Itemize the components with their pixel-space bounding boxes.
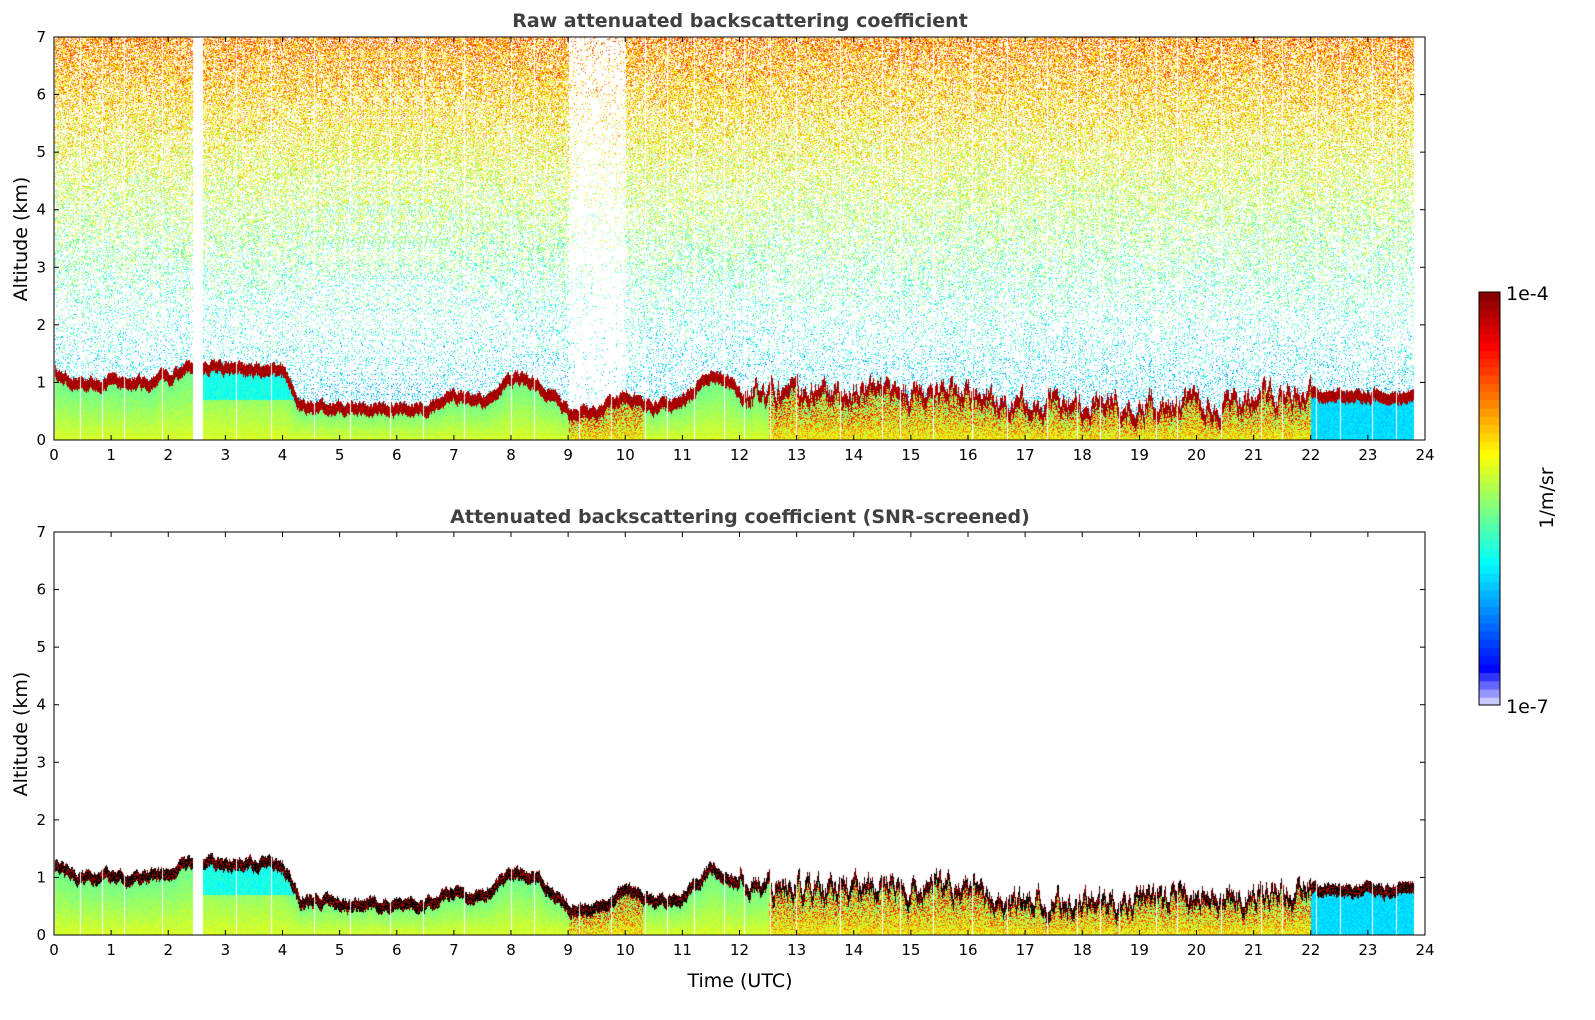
- y-tick-label: 2: [36, 811, 46, 829]
- x-axis-label: Time (UTC): [686, 970, 792, 992]
- y-tick-label: 0: [36, 926, 46, 944]
- x-tick-label: 22: [1301, 446, 1320, 464]
- x-tick-label: 10: [616, 446, 635, 464]
- x-tick-label: 9: [563, 446, 573, 464]
- x-tick-label: 19: [1130, 941, 1149, 959]
- x-tick-label: 24: [1415, 446, 1434, 464]
- x-tick-label: 0: [49, 446, 59, 464]
- y-tick-label: 1: [36, 373, 46, 391]
- x-tick-label: 20: [1187, 446, 1206, 464]
- colorbar-frame: [1478, 291, 1501, 706]
- x-tick-label: 12: [730, 446, 749, 464]
- x-tick-label: 21: [1244, 446, 1263, 464]
- y-tick-label: 4: [36, 201, 46, 219]
- colorbar-unit-label: 1/m/sr: [1536, 467, 1558, 528]
- x-tick-label: 8: [506, 446, 516, 464]
- x-tick-label: 14: [844, 446, 863, 464]
- x-tick-label: 9: [563, 941, 573, 959]
- y-tick-label: 6: [36, 581, 46, 599]
- y-tick-label: 6: [36, 86, 46, 104]
- x-tick-label: 1: [106, 941, 116, 959]
- colorbar: [1479, 292, 1500, 705]
- x-tick-label: 7: [449, 446, 459, 464]
- bottom-y-axis-label: Altitude (km): [10, 672, 32, 797]
- y-tick-label: 5: [36, 143, 46, 161]
- bottom-chart-title: Attenuated backscattering coefficient (S…: [450, 506, 1030, 528]
- x-tick-label: 13: [787, 446, 806, 464]
- x-tick-label: 5: [335, 941, 345, 959]
- x-tick-label: 6: [392, 941, 402, 959]
- top-chart-title: Raw attenuated backscattering coefficien…: [512, 10, 968, 32]
- x-tick-label: 18: [1073, 941, 1092, 959]
- x-tick-label: 4: [278, 446, 288, 464]
- x-tick-label: 19: [1130, 446, 1149, 464]
- x-tick-label: 20: [1187, 941, 1206, 959]
- x-tick-label: 21: [1244, 941, 1263, 959]
- plot-frame: [53, 531, 1426, 936]
- y-tick-label: 4: [36, 696, 46, 714]
- y-tick-label: 5: [36, 638, 46, 656]
- top-y-axis-label: Altitude (km): [10, 177, 32, 302]
- x-tick-label: 8: [506, 941, 516, 959]
- x-tick-label: 2: [163, 446, 173, 464]
- x-tick-label: 17: [1016, 446, 1035, 464]
- colorbar-min-label: 1e-7: [1506, 696, 1549, 718]
- x-tick-label: 16: [958, 446, 977, 464]
- x-tick-label: 4: [278, 941, 288, 959]
- x-tick-label: 12: [730, 941, 749, 959]
- x-tick-label: 2: [163, 941, 173, 959]
- y-tick-label: 2: [36, 316, 46, 334]
- x-tick-label: 7: [449, 941, 459, 959]
- x-tick-label: 3: [221, 446, 231, 464]
- x-tick-label: 10: [616, 941, 635, 959]
- y-tick-label: 0: [36, 431, 46, 449]
- plot-frame: [53, 36, 1426, 441]
- x-tick-label: 15: [901, 446, 920, 464]
- colorbar-max-label: 1e-4: [1506, 283, 1549, 305]
- raw-backscatter-image: [54, 37, 1425, 440]
- x-tick-label: 11: [673, 941, 692, 959]
- y-tick-label: 3: [36, 258, 46, 276]
- x-tick-label: 6: [392, 446, 402, 464]
- x-tick-label: 14: [844, 941, 863, 959]
- x-tick-label: 5: [335, 446, 345, 464]
- y-tick-label: 3: [36, 753, 46, 771]
- y-tick-label: 1: [36, 868, 46, 886]
- y-tick-label: 7: [36, 28, 46, 46]
- screened-backscatter-image: [54, 532, 1425, 935]
- x-tick-label: 15: [901, 941, 920, 959]
- y-tick-label: 7: [36, 523, 46, 541]
- x-tick-label: 16: [958, 941, 977, 959]
- x-tick-label: 24: [1415, 941, 1434, 959]
- x-tick-label: 23: [1358, 941, 1377, 959]
- x-tick-label: 11: [673, 446, 692, 464]
- x-tick-label: 23: [1358, 446, 1377, 464]
- x-tick-label: 3: [221, 941, 231, 959]
- x-tick-label: 22: [1301, 941, 1320, 959]
- x-tick-label: 0: [49, 941, 59, 959]
- x-tick-label: 13: [787, 941, 806, 959]
- x-tick-label: 1: [106, 446, 116, 464]
- x-tick-label: 17: [1016, 941, 1035, 959]
- x-tick-label: 18: [1073, 446, 1092, 464]
